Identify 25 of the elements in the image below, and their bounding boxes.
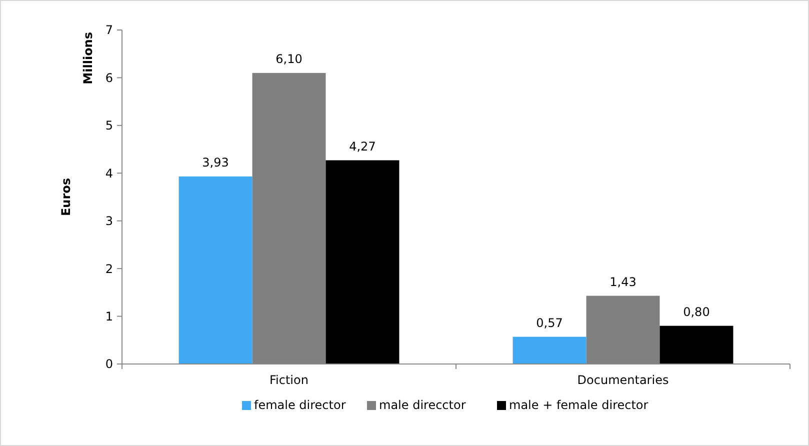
y-tick-label: 0 — [105, 357, 113, 372]
y-tick-label: 4 — [105, 166, 113, 180]
bar — [178, 176, 252, 364]
legend-label: male + female director — [509, 398, 648, 412]
y-tick-label: 1 — [105, 309, 113, 324]
y-tick-label: 6 — [105, 70, 113, 85]
legend-label: female director — [254, 398, 346, 412]
y-tick-label: 3 — [105, 214, 113, 228]
y-tick-label: 2 — [105, 262, 113, 276]
data-label: 4,27 — [349, 139, 376, 154]
bar — [512, 336, 586, 364]
y-tick-label: 7 — [105, 23, 113, 38]
data-label: 6,10 — [276, 52, 302, 66]
text: Millions — [81, 32, 95, 84]
legend-label: male direcctor — [379, 398, 466, 412]
data-label: 3,93 — [202, 155, 229, 170]
data-label: 1,43 — [610, 274, 636, 289]
bar — [660, 326, 734, 364]
data-label: 0,80 — [683, 304, 710, 319]
y-tick-label: 5 — [105, 118, 113, 133]
bar — [326, 160, 400, 364]
x-tick-label: Fiction — [270, 373, 308, 387]
data-label: 0,57 — [536, 316, 563, 330]
x-tick-label: Documentaries — [577, 373, 669, 387]
y-axis-title: Euros — [59, 178, 73, 216]
